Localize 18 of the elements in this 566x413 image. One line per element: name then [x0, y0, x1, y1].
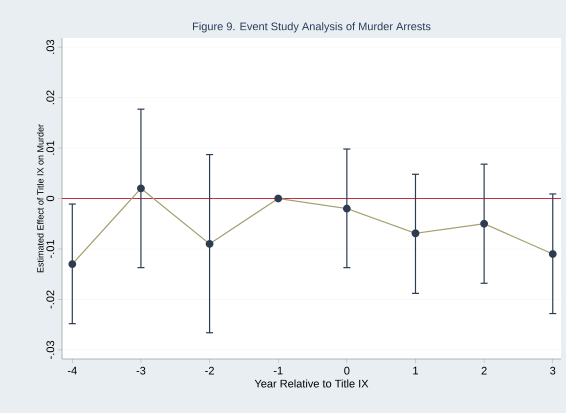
- y-tick-label: -.02: [46, 290, 54, 308]
- y-tick-label: .03: [46, 40, 54, 54]
- y-tick-label: .01: [46, 140, 54, 155]
- x-tick-label: -1: [274, 366, 283, 374]
- x-tick-label: -2: [205, 366, 214, 374]
- x-tick-label: 3: [550, 366, 556, 375]
- y-axis-title: Estimated Effect of Title IX on Murder: [36, 124, 44, 272]
- y-tick-label: -.01: [46, 240, 54, 258]
- x-tick-label: 1: [413, 366, 418, 374]
- x-tick-label: -3: [136, 366, 146, 375]
- y-tick-label: 0: [46, 196, 54, 202]
- y-tick-label: -.03: [46, 340, 54, 359]
- chart-title: Figure 9. Event Study Analysis of Murder Arrests: [193, 22, 430, 32]
- x-tick-label: 0: [344, 366, 350, 375]
- y-tick-label: .02: [46, 90, 54, 104]
- x-tick-label: -4: [68, 366, 77, 374]
- x-axis-title: Year Relative to Title IX: [254, 379, 368, 388]
- x-tick-label: 2: [482, 366, 487, 374]
